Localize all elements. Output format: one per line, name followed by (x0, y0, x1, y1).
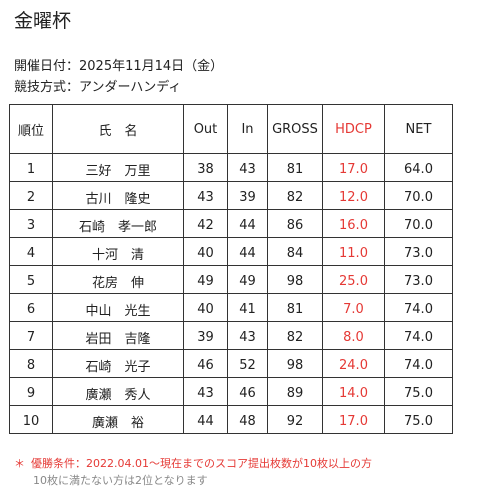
cell-hdcp: 17.0 (322, 405, 385, 434)
cell-net: 74.0 (384, 349, 453, 378)
cell-name: 中山 光生 (52, 293, 184, 322)
cell-hdcp: 8.0 (322, 321, 385, 350)
cell-in: 46 (227, 377, 268, 406)
table-row: 6 中山 光生 40 41 81 7.0 74.0 (9, 293, 453, 322)
cell-gross: 89 (267, 377, 323, 406)
cell-name: 古川 隆史 (52, 181, 184, 210)
cell-out: 43 (183, 377, 228, 406)
cell-out: 44 (183, 405, 228, 434)
cell-gross: 81 (267, 153, 323, 182)
page-title: 金曜杯 (14, 10, 72, 32)
cell-net: 75.0 (384, 377, 453, 406)
table-row: 1 三好 万里 38 43 81 17.0 64.0 (9, 153, 453, 182)
cell-name: 花房 伸 (52, 265, 184, 294)
cell-rank: 2 (9, 181, 53, 210)
cell-hdcp: 12.0 (322, 181, 385, 210)
cell-name: 廣瀬 裕 (52, 405, 184, 434)
cell-rank: 3 (9, 209, 53, 238)
cell-hdcp: 14.0 (322, 377, 385, 406)
cell-gross: 98 (267, 349, 323, 378)
header-in: In (227, 104, 268, 154)
table-row: 5 花房 伸 49 49 98 25.0 73.0 (9, 265, 453, 294)
competition-method: 競技方式：アンダーハンディ (14, 80, 182, 95)
cell-net: 75.0 (384, 405, 453, 434)
table-header-row: 順位 氏 名 Out In GROSS HDCP NET (9, 104, 453, 154)
table-row: 2 古川 隆史 43 39 82 12.0 70.0 (9, 181, 453, 210)
cell-out: 40 (183, 237, 228, 266)
cell-net: 74.0 (384, 293, 453, 322)
cell-hdcp: 25.0 (322, 265, 385, 294)
cell-gross: 82 (267, 181, 323, 210)
cell-rank: 6 (9, 293, 53, 322)
cell-in: 44 (227, 209, 268, 238)
cell-rank: 9 (9, 377, 53, 406)
header-hdcp: HDCP (322, 104, 385, 154)
cell-hdcp: 17.0 (322, 153, 385, 182)
table-row: 4 十河 清 40 44 84 11.0 73.0 (9, 237, 453, 266)
cell-rank: 10 (9, 405, 53, 434)
header-net: NET (384, 104, 453, 154)
cell-out: 40 (183, 293, 228, 322)
cell-net: 70.0 (384, 181, 453, 210)
victory-condition-text: 優勝条件：2022.04.01～現在までのスコア提出枚数が10枚以上の方 (31, 457, 372, 470)
table-row: 7 岩田 吉隆 39 43 82 8.0 74.0 (9, 321, 453, 350)
cell-in: 43 (227, 321, 268, 350)
header-gross: GROSS (267, 104, 323, 154)
cell-out: 43 (183, 181, 228, 210)
header-name: 氏 名 (52, 104, 184, 154)
header-out: Out (183, 104, 228, 154)
table-row: 10 廣瀬 裕 44 48 92 17.0 75.0 (9, 405, 453, 434)
results-table: 順位 氏 名 Out In GROSS HDCP NET 1 三好 万里 38 … (9, 104, 453, 434)
cell-net: 73.0 (384, 237, 453, 266)
cell-in: 44 (227, 237, 268, 266)
cell-name: 十河 清 (52, 237, 184, 266)
cell-gross: 82 (267, 321, 323, 350)
cell-out: 39 (183, 321, 228, 350)
cell-name: 岩田 吉隆 (52, 321, 184, 350)
cell-net: 64.0 (384, 153, 453, 182)
cell-in: 52 (227, 349, 268, 378)
cell-name: 廣瀬 秀人 (52, 377, 184, 406)
cell-rank: 4 (9, 237, 53, 266)
table-row: 8 石崎 光子 46 52 98 24.0 74.0 (9, 349, 453, 378)
cell-rank: 8 (9, 349, 53, 378)
cell-rank: 5 (9, 265, 53, 294)
cell-in: 49 (227, 265, 268, 294)
cell-rank: 1 (9, 153, 53, 182)
cell-gross: 92 (267, 405, 323, 434)
cell-out: 46 (183, 349, 228, 378)
cell-in: 41 (227, 293, 268, 322)
cell-in: 43 (227, 153, 268, 182)
cell-name: 三好 万里 (52, 153, 184, 182)
cell-name: 石崎 光子 (52, 349, 184, 378)
cell-in: 48 (227, 405, 268, 434)
cell-out: 42 (183, 209, 228, 238)
table-row: 9 廣瀬 秀人 43 46 89 14.0 75.0 (9, 377, 453, 406)
victory-condition-note: ＊ 優勝条件：2022.04.01～現在までのスコア提出枚数が10枚以上の方 (14, 455, 372, 471)
cell-hdcp: 11.0 (322, 237, 385, 266)
cell-out: 38 (183, 153, 228, 182)
cell-gross: 98 (267, 265, 323, 294)
cell-net: 70.0 (384, 209, 453, 238)
victory-condition-subnote: 10枚に満たない方は2位となります (33, 474, 208, 487)
cell-in: 39 (227, 181, 268, 210)
cell-net: 74.0 (384, 321, 453, 350)
cell-rank: 7 (9, 321, 53, 350)
header-rank: 順位 (9, 104, 53, 154)
cell-gross: 81 (267, 293, 323, 322)
cell-hdcp: 7.0 (322, 293, 385, 322)
cell-gross: 84 (267, 237, 323, 266)
cell-hdcp: 24.0 (322, 349, 385, 378)
cell-net: 73.0 (384, 265, 453, 294)
cell-name: 石崎 孝一郎 (52, 209, 184, 238)
cell-out: 49 (183, 265, 228, 294)
cell-hdcp: 16.0 (322, 209, 385, 238)
table-row: 3 石崎 孝一郎 42 44 86 16.0 70.0 (9, 209, 453, 238)
event-date: 開催日付：2025年11月14日（金） (14, 59, 224, 74)
cell-gross: 86 (267, 209, 323, 238)
asterisk-icon: ＊ (14, 457, 25, 470)
